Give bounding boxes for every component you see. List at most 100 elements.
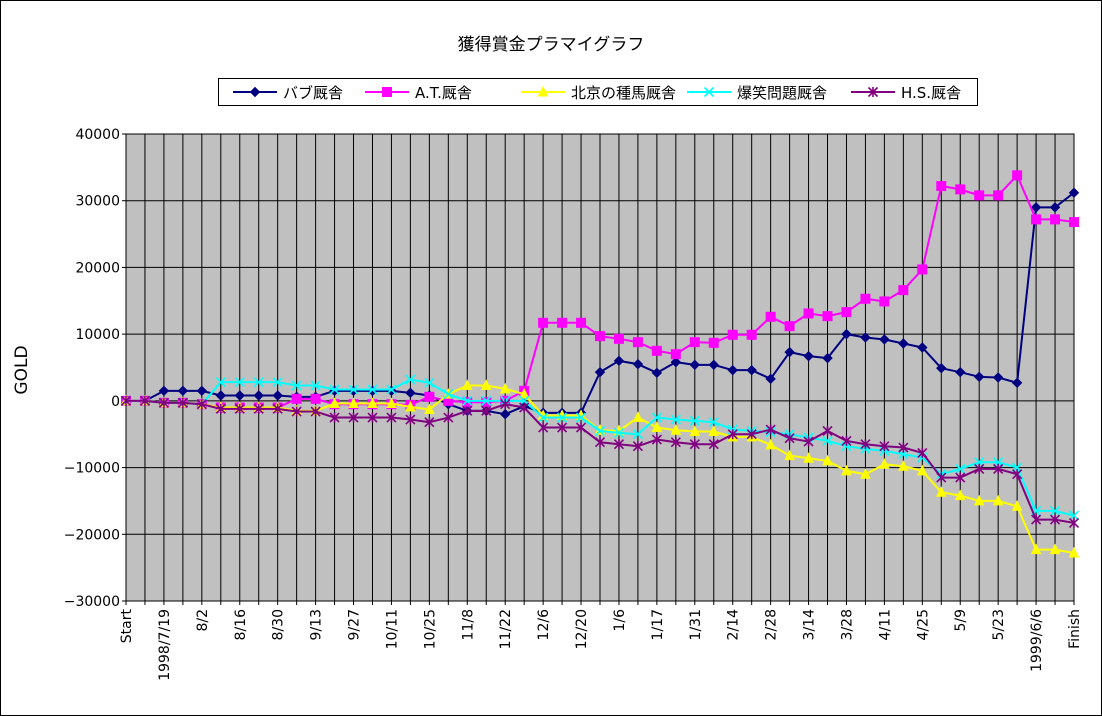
data-point bbox=[689, 415, 700, 426]
legend-item: A.T.厩舎 bbox=[363, 79, 472, 105]
data-point bbox=[594, 437, 606, 448]
data-point bbox=[803, 350, 814, 362]
legend-item: H.S.厩舎 bbox=[849, 79, 961, 105]
data-point bbox=[860, 439, 871, 450]
data-point bbox=[822, 352, 833, 364]
data-point bbox=[1068, 517, 1080, 529]
data-point bbox=[651, 434, 662, 445]
data-point bbox=[329, 397, 340, 409]
data-point bbox=[746, 329, 757, 340]
data-point bbox=[917, 464, 928, 476]
data-point bbox=[234, 403, 245, 414]
data-point bbox=[386, 412, 397, 423]
data-point bbox=[480, 379, 492, 391]
data-point bbox=[481, 405, 492, 416]
data-point bbox=[632, 358, 644, 370]
x-tick-label: 3/14 bbox=[802, 609, 818, 641]
data-point bbox=[765, 373, 776, 385]
data-point bbox=[575, 412, 587, 423]
data-point bbox=[955, 463, 966, 474]
legend-item: バブ厩舎 bbox=[231, 79, 343, 105]
data-point bbox=[708, 359, 719, 371]
data-point bbox=[993, 190, 1004, 201]
data-point bbox=[576, 317, 587, 328]
x-tick-label: Start bbox=[119, 608, 135, 643]
x-tick-label: 12/20 bbox=[574, 609, 590, 649]
data-point bbox=[727, 429, 738, 440]
data-point bbox=[594, 425, 606, 436]
data-point bbox=[955, 366, 966, 378]
data-point bbox=[557, 317, 568, 328]
data-point bbox=[632, 411, 644, 423]
x-tick-label: 9/13 bbox=[309, 609, 325, 640]
data-point bbox=[841, 328, 852, 340]
data-point bbox=[841, 307, 852, 318]
legend-label: 北京の種馬厩舎 bbox=[571, 83, 677, 102]
data-point bbox=[405, 414, 416, 425]
data-point bbox=[746, 429, 757, 440]
data-point bbox=[310, 406, 321, 417]
data-point bbox=[765, 438, 776, 450]
data-point bbox=[215, 377, 226, 388]
data-point bbox=[613, 355, 625, 367]
legend-swatch bbox=[521, 85, 565, 97]
data-point bbox=[867, 86, 879, 98]
data-point bbox=[519, 402, 530, 413]
data-point bbox=[367, 397, 378, 409]
y-tick-label: 20000 bbox=[75, 260, 120, 276]
legend-swatch bbox=[687, 86, 731, 98]
x-tick-label: 10/11 bbox=[384, 609, 400, 649]
data-point bbox=[329, 412, 340, 423]
data-point bbox=[253, 390, 264, 401]
data-point bbox=[822, 435, 833, 446]
data-point bbox=[670, 424, 682, 435]
data-point bbox=[955, 184, 966, 195]
data-point bbox=[670, 349, 681, 360]
data-point bbox=[386, 397, 397, 409]
data-point bbox=[1030, 202, 1042, 213]
x-tick-label: 11/8 bbox=[460, 609, 476, 640]
data-point bbox=[310, 393, 321, 404]
y-tick-label: −10000 bbox=[64, 461, 120, 477]
data-point bbox=[500, 399, 511, 410]
legend-label: A.T.厩舎 bbox=[415, 83, 472, 102]
data-point bbox=[249, 86, 261, 98]
series-star bbox=[120, 395, 1080, 529]
data-point bbox=[765, 311, 776, 322]
data-point bbox=[935, 486, 947, 497]
legend-swatch bbox=[365, 87, 409, 97]
x-tick-label: 8/16 bbox=[233, 609, 249, 641]
data-point bbox=[424, 377, 435, 388]
legend-item: 北京の種馬厩舎 bbox=[519, 79, 676, 105]
data-point bbox=[424, 391, 435, 402]
data-point bbox=[348, 412, 359, 423]
data-point bbox=[481, 397, 492, 408]
data-point bbox=[1031, 214, 1042, 225]
data-point bbox=[613, 333, 624, 344]
data-point bbox=[424, 403, 435, 415]
x-tick-label: 4/11 bbox=[877, 609, 893, 640]
data-point bbox=[253, 377, 264, 388]
data-point bbox=[898, 338, 909, 349]
x-tick-label: 5/9 bbox=[953, 609, 969, 632]
data-point bbox=[499, 408, 511, 420]
data-point bbox=[215, 403, 226, 414]
data-point bbox=[803, 452, 814, 463]
data-point bbox=[272, 403, 283, 414]
data-point bbox=[329, 384, 340, 395]
legend-label: バブ厩舎 bbox=[283, 83, 344, 102]
x-tick-label: 8/2 bbox=[195, 609, 211, 632]
legend-item: 爆笑問題厩舎 bbox=[685, 79, 827, 105]
data-point bbox=[405, 387, 416, 399]
data-point bbox=[689, 439, 700, 450]
data-point bbox=[955, 472, 966, 483]
data-point bbox=[746, 364, 757, 376]
data-point bbox=[1050, 214, 1061, 225]
data-point bbox=[538, 412, 549, 423]
data-point bbox=[443, 412, 454, 423]
x-tick-label: 11/22 bbox=[498, 609, 514, 649]
data-point bbox=[784, 346, 795, 358]
data-point bbox=[538, 317, 549, 328]
data-point bbox=[898, 460, 909, 471]
data-point bbox=[898, 285, 909, 296]
